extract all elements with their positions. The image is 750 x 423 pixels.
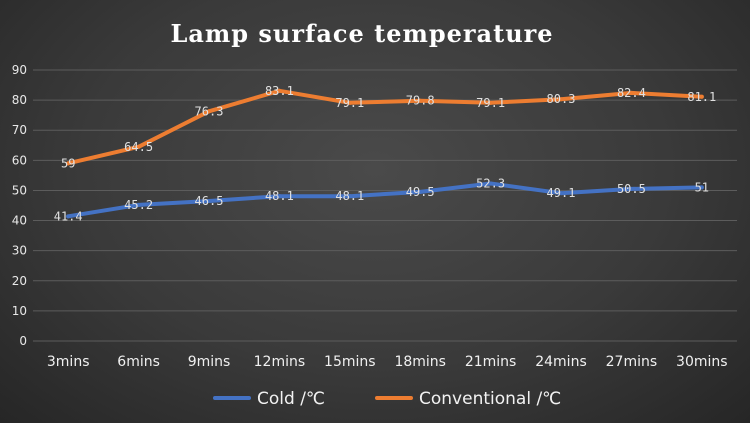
y-tick-label: 50 <box>12 183 27 197</box>
y-tick-label: 10 <box>12 304 27 318</box>
data-label: 80.3 <box>547 92 576 106</box>
x-tick-label: 30mins <box>676 354 728 370</box>
data-label: 48.1 <box>335 189 364 203</box>
series-line-1 <box>66 88 704 166</box>
data-label: 49.5 <box>406 185 435 199</box>
data-label: 49.1 <box>547 186 576 200</box>
data-label: 51 <box>695 180 709 194</box>
x-axis-ticks: 3mins 6mins 9mins 12mins 15mins 18mins 21mins 2… <box>47 354 728 370</box>
data-point <box>277 194 282 199</box>
y-tick-label: 80 <box>12 93 27 107</box>
data-point <box>136 202 141 207</box>
data-point <box>699 185 704 190</box>
data-point <box>66 214 71 219</box>
data-point <box>559 97 563 102</box>
data-point <box>207 198 211 203</box>
data-label: 48.1 <box>265 189 294 203</box>
data-point <box>277 88 282 93</box>
data-label: 83.1 <box>265 84 294 98</box>
data-label: 59 <box>61 156 75 170</box>
data-label: 41.4 <box>54 209 83 223</box>
legend: Cold /℃ Conventional /℃ <box>213 389 561 409</box>
data-label: 79.1 <box>476 96 505 110</box>
data-point <box>66 161 71 166</box>
data-label: 76.3 <box>195 104 224 118</box>
legend-label-0: Cold /℃ <box>257 389 325 409</box>
x-tick-label: 27mins <box>606 354 658 370</box>
data-label: 82.4 <box>617 86 646 100</box>
data-point <box>207 109 211 114</box>
x-tick-label: 24mins <box>535 354 587 370</box>
legend-label-1: Conventional /℃ <box>419 389 561 409</box>
data-point <box>136 144 141 149</box>
data-point <box>347 194 352 199</box>
data-label: 79.1 <box>335 96 364 110</box>
data-label: 79.8 <box>406 94 435 108</box>
x-tick-label: 18mins <box>394 354 446 370</box>
y-tick-label: 40 <box>12 214 27 228</box>
data-point <box>488 100 493 105</box>
data-point <box>629 90 634 95</box>
series-lines <box>66 88 704 219</box>
x-tick-label: 21mins <box>465 354 517 370</box>
data-point <box>418 98 423 103</box>
x-tick-label: 15mins <box>324 354 376 370</box>
y-tick-label: 20 <box>12 274 27 288</box>
y-tick-label: 70 <box>12 123 27 137</box>
data-labels: 41.4 45.2 46.5 48.1 48.1 49.5 52.3 49.1 50.5 51 59… <box>54 84 717 224</box>
series-line-0 <box>66 181 704 219</box>
data-point <box>629 186 634 191</box>
data-point <box>418 189 423 194</box>
y-tick-label: 30 <box>12 244 27 258</box>
data-point <box>488 181 493 186</box>
x-tick-label: 12mins <box>254 354 306 370</box>
x-tick-label: 9mins <box>188 354 231 370</box>
y-axis-ticks: 0 10 20 30 40 50 60 70 80 90 <box>12 63 27 348</box>
data-label: 52.3 <box>476 177 505 191</box>
data-label: 81.1 <box>687 90 716 104</box>
chart-title: Lamp surface temperature <box>170 19 553 48</box>
y-tick-label: 90 <box>12 63 27 77</box>
data-label: 46.5 <box>195 194 224 208</box>
x-tick-label: 6mins <box>117 354 160 370</box>
y-tick-label: 0 <box>19 334 27 348</box>
data-label: 45.2 <box>124 198 153 212</box>
y-tick-label: 60 <box>12 153 27 167</box>
x-tick-label: 3mins <box>47 354 90 370</box>
data-label: 50.5 <box>617 182 646 196</box>
data-label: 64.5 <box>124 140 153 154</box>
data-point <box>347 100 352 105</box>
data-point <box>699 94 704 99</box>
data-point <box>559 191 563 196</box>
